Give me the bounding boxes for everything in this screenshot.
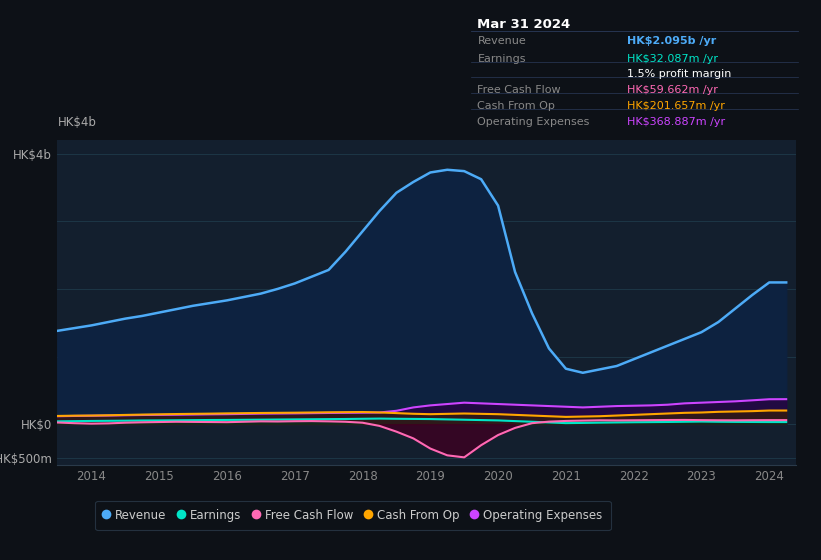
Text: HK$368.887m /yr: HK$368.887m /yr (627, 117, 726, 127)
Legend: Revenue, Earnings, Free Cash Flow, Cash From Op, Operating Expenses: Revenue, Earnings, Free Cash Flow, Cash … (95, 501, 611, 530)
Text: Mar 31 2024: Mar 31 2024 (478, 18, 571, 31)
Text: HK$201.657m /yr: HK$201.657m /yr (627, 101, 725, 111)
Text: Free Cash Flow: Free Cash Flow (478, 85, 561, 95)
Text: HK$59.662m /yr: HK$59.662m /yr (627, 85, 718, 95)
Text: HK$2.095b /yr: HK$2.095b /yr (627, 36, 717, 46)
Text: HK$4b: HK$4b (57, 116, 96, 129)
Text: Revenue: Revenue (478, 36, 526, 46)
Text: 1.5% profit margin: 1.5% profit margin (627, 69, 732, 78)
Text: Operating Expenses: Operating Expenses (478, 117, 589, 127)
Text: Earnings: Earnings (478, 54, 526, 64)
Text: HK$32.087m /yr: HK$32.087m /yr (627, 54, 718, 64)
Text: Cash From Op: Cash From Op (478, 101, 555, 111)
